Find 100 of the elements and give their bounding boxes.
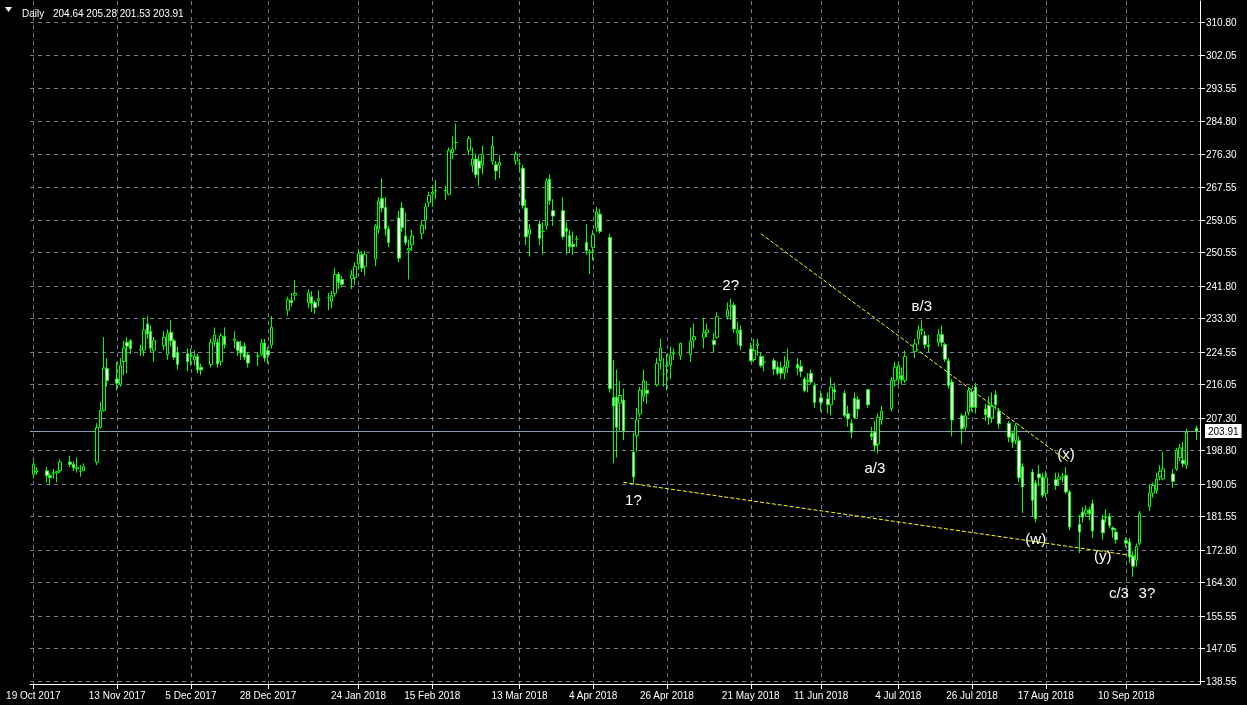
- y-tick-label: 172.80: [1206, 544, 1238, 556]
- candlestick: [263, 338, 266, 363]
- y-tick-label: 138.55: [1206, 675, 1238, 687]
- candlestick: [196, 353, 199, 374]
- y-tick-label: 181.55: [1206, 511, 1238, 523]
- y-tick-label: 310.80: [1206, 16, 1238, 28]
- candlestick: [937, 328, 940, 348]
- candlestick: [866, 388, 870, 409]
- candlestick: [1195, 425, 1198, 441]
- annotation: 2?: [722, 276, 739, 294]
- x-tick-label: 21 May 2018: [721, 689, 781, 701]
- candlestick: [1148, 483, 1151, 512]
- candlestick: [960, 412, 964, 445]
- candlestick: [186, 347, 189, 372]
- candlestick: [806, 372, 810, 393]
- candlestick: [75, 456, 79, 474]
- y-tick-label: 147.05: [1206, 643, 1238, 655]
- candlestick: [927, 334, 930, 353]
- y-tick-label: 198.80: [1206, 445, 1238, 457]
- candlestick: [689, 326, 692, 363]
- candlestick: [541, 221, 545, 256]
- x-tick-label: 28 Dec 2017: [239, 689, 297, 701]
- candlestick: [856, 395, 860, 418]
- x-tick-label: 11 Jun 2018: [794, 689, 849, 701]
- candlestick: [32, 460, 35, 480]
- candlestick: [1054, 472, 1058, 491]
- y-tick-label: 267.55: [1206, 182, 1238, 194]
- y-tick-label: 259.05: [1206, 214, 1238, 226]
- candlestick: [776, 361, 779, 376]
- candlestick: [1185, 428, 1188, 470]
- y-tick-label: 216.05: [1206, 379, 1238, 391]
- x-tick-label: 5 Dec 2017: [165, 689, 217, 701]
- candlestick: [52, 468, 55, 480]
- candlestick: [853, 391, 856, 420]
- y-tick-label: 155.55: [1206, 610, 1238, 622]
- x-tick-label: 4 Apr 2018: [569, 689, 618, 701]
- x-tick-label: 4 Jul 2018: [875, 689, 922, 701]
- candlestick: [270, 315, 273, 349]
- candlestick: [1057, 472, 1061, 487]
- candlestick: [142, 317, 146, 357]
- annotation: c/3: [1108, 584, 1129, 602]
- candlestick: [850, 418, 853, 439]
- candlestick: [759, 351, 763, 369]
- annotation: (x): [1057, 444, 1075, 462]
- candlestick: [286, 296, 290, 317]
- y-tick-label: 302.05: [1206, 50, 1238, 62]
- text: Daily: [22, 7, 45, 19]
- candlestick: [679, 342, 682, 361]
- x-tick-label: 19 Oct 2017: [6, 689, 62, 701]
- candlestick: [752, 338, 756, 363]
- candlestick: [799, 359, 803, 378]
- candlestick: [772, 357, 776, 376]
- y-tick-label: 233.30: [1206, 313, 1238, 325]
- candlestick: [327, 292, 330, 311]
- y-tick-label: 293.55: [1206, 82, 1238, 94]
- candlestick: [125, 336, 129, 374]
- annotation: (y): [1094, 547, 1112, 565]
- candlestick: [363, 250, 367, 277]
- candlestick: [571, 231, 575, 256]
- text: 204.64 205.28 201.53 203.91: [53, 7, 185, 19]
- x-tick-label: 17 Aug 2018: [1017, 689, 1075, 701]
- candlestick: [803, 376, 806, 393]
- candlestick: [1171, 468, 1175, 489]
- candlestick: [987, 395, 991, 426]
- x-tick-label: 13 Mar 2018: [491, 689, 548, 701]
- candlestick: [45, 466, 49, 483]
- candlestick: [310, 290, 313, 313]
- candlestick: [762, 355, 766, 372]
- y-tick-label: 190.05: [1206, 478, 1238, 490]
- candlestick: [307, 288, 310, 309]
- annotation: a/3: [864, 459, 886, 477]
- candlestick: [189, 347, 193, 367]
- candlestick: [990, 391, 994, 424]
- candlestick: [813, 382, 816, 409]
- candlestick: [796, 357, 799, 376]
- candlestick: [903, 349, 907, 384]
- candlestick: [1161, 451, 1165, 481]
- candlestick: [923, 330, 927, 349]
- candlestick: [974, 382, 977, 414]
- candlestick: [115, 361, 119, 392]
- annotation: 1?: [625, 491, 642, 508]
- candlestick: [498, 154, 501, 179]
- annotation: 3?: [1138, 584, 1156, 602]
- x-tick-label: 26 Apr 2018: [639, 689, 695, 701]
- candlestick: [829, 376, 833, 416]
- y-tick-label: 241.80: [1206, 280, 1238, 292]
- candlestick: [598, 208, 602, 235]
- candlestick: [72, 460, 75, 472]
- candlestick: [726, 302, 729, 321]
- candlestick: [1114, 527, 1118, 545]
- candlestick: [739, 324, 742, 351]
- annotation: в/3: [911, 297, 932, 315]
- candlestick: [1044, 470, 1048, 499]
- annotation: (w): [1025, 530, 1047, 548]
- x-tick-label: 13 Nov 2017: [88, 689, 146, 701]
- x-tick-label: 10 Sep 2018: [1097, 689, 1156, 701]
- candlestick: [702, 317, 706, 349]
- candlestick: [1175, 447, 1178, 472]
- x-tick-label: 15 Feb 2018: [404, 689, 461, 701]
- y-tick-label: 224.55: [1206, 346, 1238, 358]
